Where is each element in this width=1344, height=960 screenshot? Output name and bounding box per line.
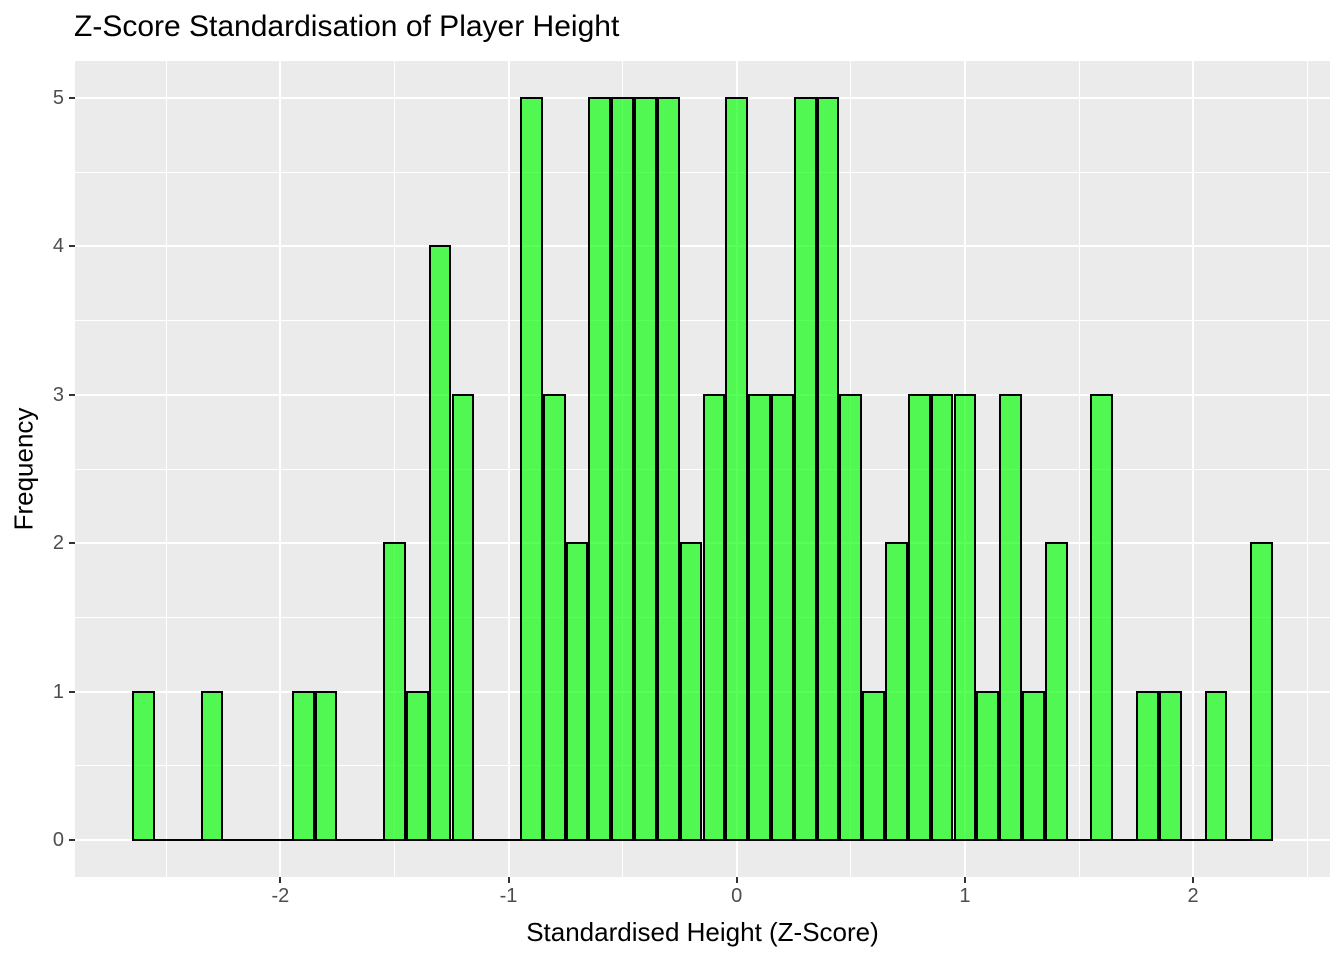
plot-title: Z-Score Standardisation of Player Height [74, 10, 620, 43]
histogram-bar [542, 393, 566, 841]
histogram-bar [725, 97, 749, 841]
histogram-bar [793, 97, 817, 841]
histogram-bar [885, 542, 908, 841]
y-tick-label: 5 [52, 87, 64, 110]
histogram-bar [132, 690, 155, 841]
histogram-bar [519, 97, 543, 841]
histogram-bar [953, 393, 977, 841]
histogram-bar [611, 97, 635, 841]
x-tick-label: -2 [271, 885, 290, 907]
histogram-bar [748, 393, 771, 841]
histogram-bar [588, 97, 612, 841]
gridline-major-y [75, 97, 1330, 100]
y-tick-label: 2 [52, 532, 64, 555]
x-tick-mark [279, 877, 282, 883]
x-tick-label: 2 [1187, 885, 1199, 907]
gridline-minor-y [75, 171, 1330, 173]
histogram-bar [405, 690, 429, 841]
histogram-bar [1204, 690, 1228, 841]
y-tick-mark [69, 245, 75, 248]
gridline-major-y [75, 245, 1330, 248]
histogram-bar [634, 97, 657, 841]
histogram-bar [314, 690, 338, 841]
histogram-bar [1158, 690, 1182, 841]
y-tick-mark [69, 690, 75, 693]
x-axis-title: Standardised Height (Z-Score) [526, 917, 879, 947]
histogram-bar [1250, 542, 1273, 841]
histogram-bar [679, 542, 703, 841]
gridline-minor-y [75, 320, 1330, 322]
y-tick-label: 1 [52, 680, 64, 703]
gridline-major-x [1192, 61, 1195, 877]
histogram-bar [976, 690, 1000, 841]
histogram-bar [1044, 542, 1068, 841]
gridline-minor-x [393, 61, 395, 877]
histogram-bar [291, 690, 315, 841]
gridline-major-x [507, 61, 510, 877]
plot-panel [75, 61, 1330, 877]
y-tick-label: 0 [52, 828, 64, 851]
histogram-bar [907, 393, 931, 841]
histogram-bar [451, 393, 475, 841]
histogram-bar [839, 393, 863, 841]
histogram-bar [1136, 690, 1159, 841]
x-tick-label: 0 [731, 885, 743, 907]
gridline-minor-x [165, 61, 167, 877]
histogram-bar [200, 690, 224, 841]
y-tick-label: 4 [52, 235, 64, 258]
histogram-bar [816, 97, 840, 841]
gridline-minor-x [1306, 61, 1308, 877]
y-tick-label: 3 [52, 383, 64, 406]
x-tick-label: -1 [499, 885, 518, 907]
histogram-bar [999, 393, 1022, 841]
histogram-bar [1090, 393, 1114, 841]
x-tick-label: 1 [959, 885, 971, 907]
histogram-bar [383, 542, 406, 841]
x-tick-mark [735, 877, 738, 883]
y-axis-title: Frequency [8, 407, 39, 531]
histogram-bar [862, 690, 886, 841]
x-tick-mark [1192, 877, 1195, 883]
gridline-minor-x [1078, 61, 1080, 877]
histogram-bar [428, 245, 452, 841]
y-tick-mark [69, 97, 75, 100]
histogram-bar [702, 393, 726, 841]
histogram-bar [1021, 690, 1045, 841]
y-tick-mark [69, 542, 75, 545]
y-tick-mark [69, 393, 75, 396]
x-tick-mark [507, 877, 510, 883]
histogram-bar [565, 542, 589, 841]
histogram-bar [770, 393, 794, 841]
gridline-major-x [279, 61, 282, 877]
y-tick-mark [69, 838, 75, 841]
histogram-baseline [132, 838, 1273, 841]
histogram-bar [930, 393, 954, 841]
x-tick-mark [963, 877, 966, 883]
histogram-bar [656, 97, 680, 841]
